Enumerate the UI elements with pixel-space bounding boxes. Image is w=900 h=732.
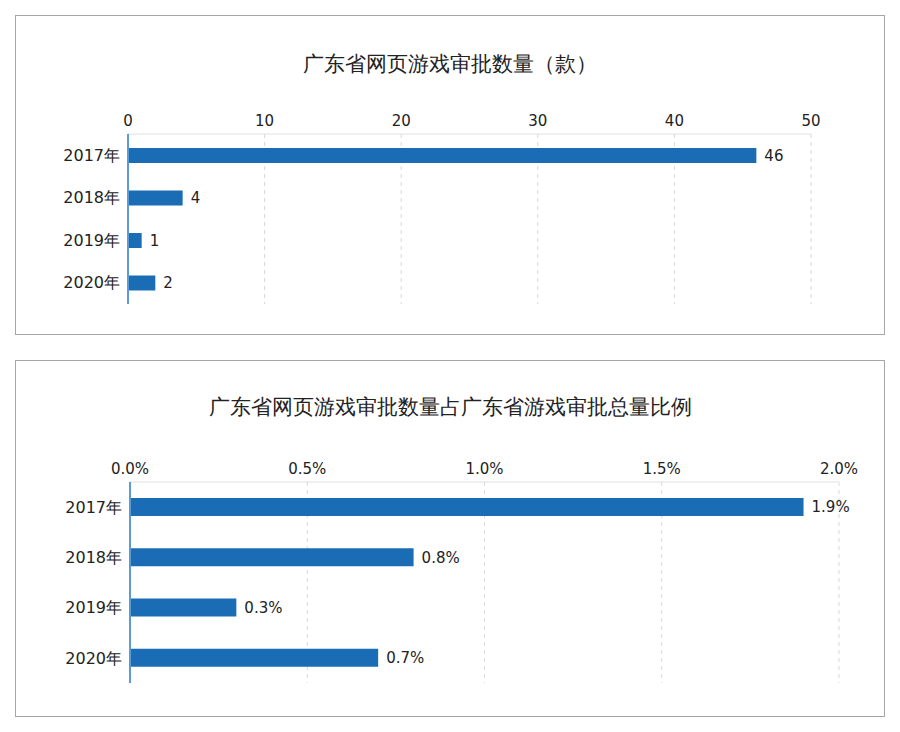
svg-text:20: 20 [392, 112, 411, 130]
svg-text:1.9%: 1.9% [812, 498, 850, 516]
svg-text:0: 0 [123, 112, 133, 130]
svg-text:0.0%: 0.0% [111, 460, 149, 478]
svg-text:2.0%: 2.0% [820, 460, 858, 478]
svg-text:2017年: 2017年 [63, 146, 120, 165]
svg-text:30: 30 [528, 112, 547, 130]
svg-text:1.0%: 1.0% [465, 460, 503, 478]
svg-text:2020年: 2020年 [65, 649, 122, 668]
svg-text:1.5%: 1.5% [643, 460, 681, 478]
svg-text:1: 1 [150, 232, 160, 250]
svg-text:46: 46 [764, 147, 783, 165]
svg-text:2: 2 [163, 274, 173, 292]
svg-text:2017年: 2017年 [65, 498, 122, 517]
svg-text:4: 4 [191, 189, 201, 207]
svg-text:2019年: 2019年 [65, 598, 122, 617]
svg-text:2019年: 2019年 [63, 231, 120, 250]
svg-text:0.7%: 0.7% [386, 649, 424, 667]
svg-text:2020年: 2020年 [63, 273, 120, 292]
svg-text:40: 40 [665, 112, 684, 130]
svg-text:50: 50 [801, 112, 820, 130]
html-text:广东省网页游戏审批数量（款）: 广东省网页游戏审批数量（款） [303, 52, 597, 76]
svg-text:2018年: 2018年 [65, 548, 122, 567]
svg-text:10: 10 [255, 112, 274, 130]
svg-text:0.5%: 0.5% [288, 460, 326, 478]
svg-text:2018年: 2018年 [63, 188, 120, 207]
html-text:广东省网页游戏审批数量占广东省游戏审批总量比例: 广东省网页游戏审批数量占广东省游戏审批总量比例 [208, 395, 692, 419]
svg-text:0.3%: 0.3% [244, 599, 282, 617]
svg-text:0.8%: 0.8% [422, 549, 460, 567]
